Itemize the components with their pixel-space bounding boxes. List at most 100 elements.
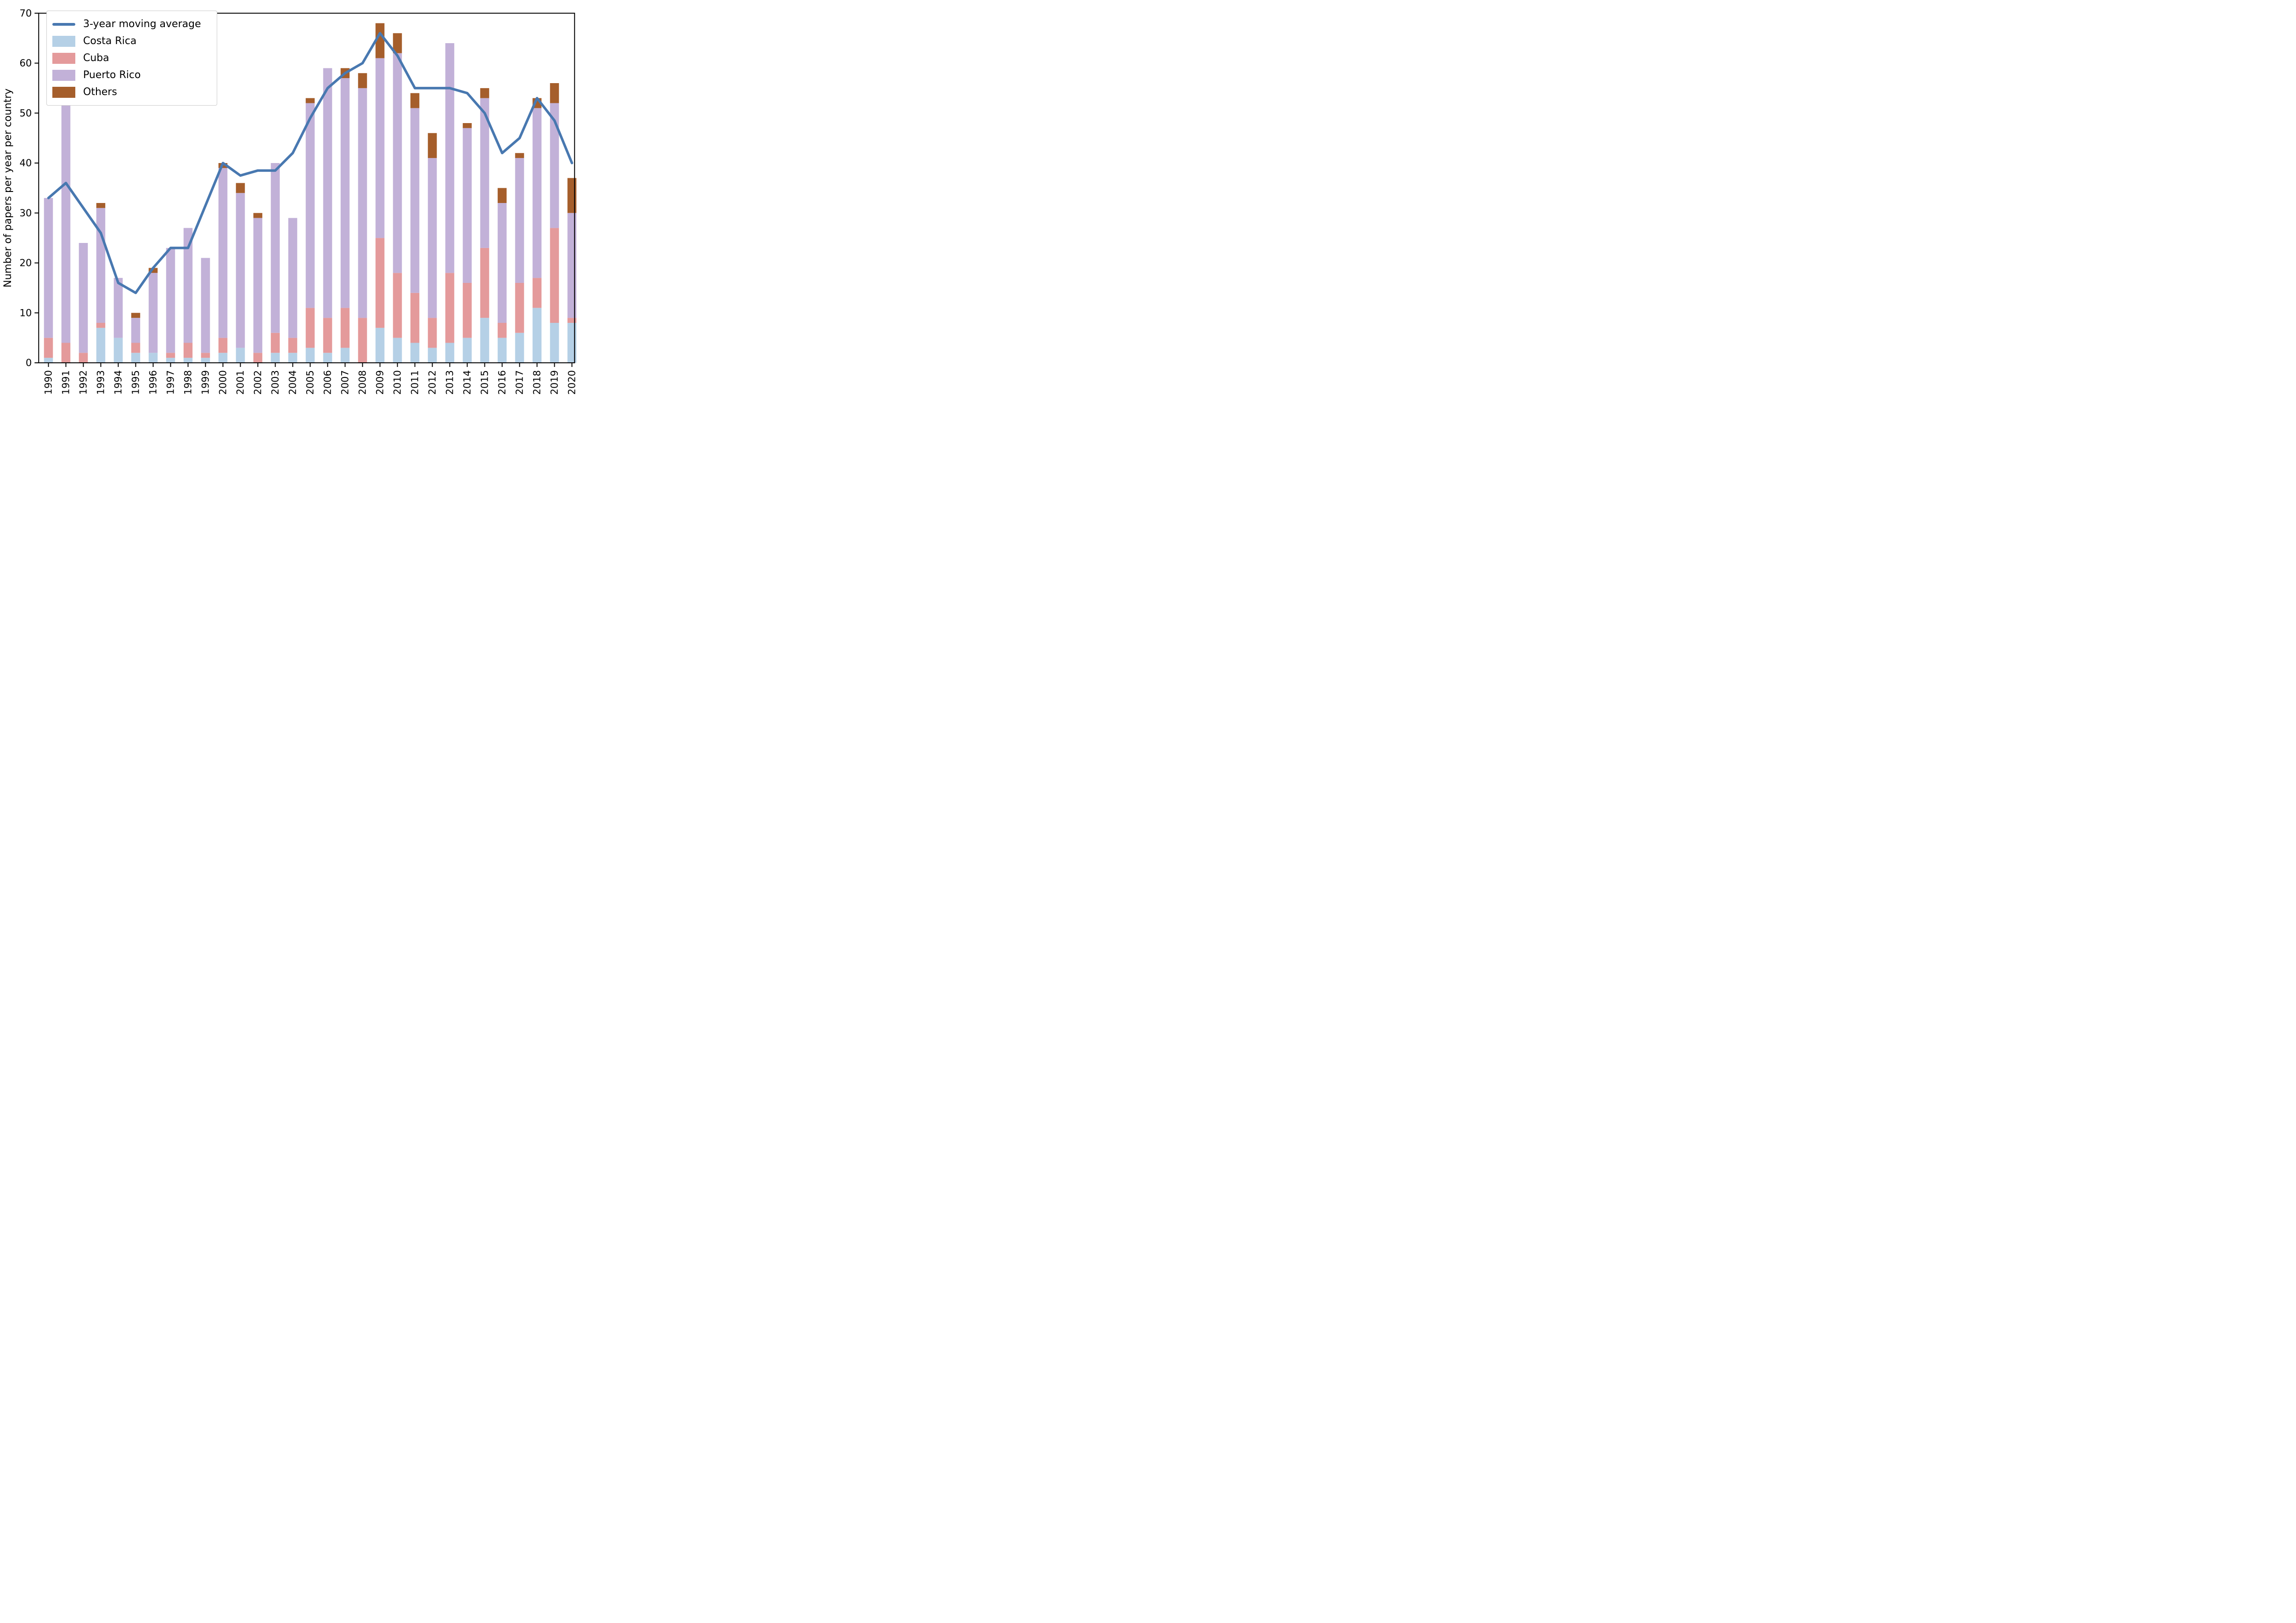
bar-segment-costa-rica-2014	[462, 338, 472, 363]
bar-segment-others-2005	[305, 98, 315, 103]
x-tick-label-1992: 1992	[78, 370, 89, 394]
bar-segment-costa-rica-2020	[567, 323, 577, 363]
x-tick-label-1995: 1995	[130, 370, 141, 394]
plot-frame	[38, 12, 575, 363]
legend-color-swatch	[52, 69, 75, 81]
bar-segment-cuba-2004	[288, 338, 298, 353]
x-tick-label-2019: 2019	[549, 370, 560, 394]
legend: 3-year moving average Costa Rica Cuba Puert…	[46, 11, 217, 106]
x-tick-label-2015: 2015	[479, 370, 490, 394]
bar-segment-costa-rica-1990	[44, 358, 53, 363]
bar-segment-costa-rica-2009	[375, 327, 385, 363]
bar-segment-cuba-2013	[445, 273, 455, 343]
legend-item-cuba: Cuba	[52, 50, 210, 67]
bar-segment-puerto-rico-2012	[428, 158, 437, 318]
y-tick-label: 0	[26, 357, 32, 368]
x-tick-label-1999: 1999	[200, 370, 211, 394]
bar-segment-puerto-rico-2000	[218, 168, 228, 338]
y-tick-label: 30	[20, 208, 32, 219]
bar-segment-puerto-rico-2015	[480, 98, 490, 248]
bar-segment-others-2019	[550, 83, 559, 103]
legend-item-costa-rica: Costa Rica	[52, 33, 210, 50]
legend-label: Others	[83, 86, 117, 98]
bar-segment-puerto-rico-1997	[166, 248, 175, 353]
bar-segment-others-2008	[358, 73, 367, 88]
bar-segment-cuba-2014	[462, 283, 472, 338]
bar-segment-puerto-rico-1995	[131, 318, 141, 343]
legend-color-swatch	[52, 52, 75, 64]
bar-segment-puerto-rico-2007	[340, 78, 350, 308]
bar-segment-puerto-rico-2008	[358, 88, 367, 318]
x-tick-label-2003: 2003	[270, 370, 281, 394]
figure: 0 10 20 30 40 50 60 70 1990 1991 1992 1993 1994 1995 1…	[0, 0, 582, 406]
bar-segment-puerto-rico-2010	[393, 53, 402, 273]
bar-segment-costa-rica-1997	[166, 358, 175, 363]
bar-segment-others-2015	[480, 88, 490, 98]
bar-segment-puerto-rico-1990	[44, 198, 53, 338]
bar-segment-puerto-rico-2003	[270, 163, 280, 333]
bar-segment-costa-rica-2019	[550, 323, 559, 363]
bar-segment-cuba-1997	[166, 353, 175, 358]
x-tick-label-1994: 1994	[113, 370, 124, 394]
bar-segment-costa-rica-2010	[393, 338, 402, 363]
x-tick-label-1990: 1990	[43, 370, 54, 394]
bar-segment-puerto-rico-2014	[462, 128, 472, 283]
bar-segment-costa-rica-1993	[96, 327, 106, 363]
y-tick-label: 50	[20, 107, 32, 118]
bar-segment-cuba-2018	[532, 278, 542, 308]
bar-segment-costa-rica-1998	[183, 358, 193, 363]
x-tick-label-2004: 2004	[287, 370, 298, 394]
bar-segment-cuba-1995	[131, 343, 141, 353]
x-tick-label-1998: 1998	[183, 370, 194, 394]
bar-segment-puerto-rico-2001	[236, 193, 245, 348]
bar-segment-others-2002	[253, 213, 263, 218]
bar-segment-others-1993	[96, 203, 106, 208]
bar-segment-cuba-2016	[497, 323, 507, 338]
x-tick-label-1996: 1996	[148, 370, 159, 394]
bar-segment-puerto-rico-1996	[148, 273, 158, 353]
bar-segment-cuba-2015	[480, 248, 490, 318]
bar-segment-puerto-rico-2011	[410, 108, 420, 293]
legend-label: 3-year moving average	[83, 18, 201, 30]
bar-segment-costa-rica-2004	[288, 353, 298, 363]
x-tick-label-2017: 2017	[514, 370, 525, 394]
bar-segment-costa-rica-2018	[532, 308, 542, 363]
y-axis-label: Number of papers per year per country	[2, 89, 14, 287]
x-tick-label-2009: 2009	[375, 370, 386, 394]
bar-segment-cuba-2002	[253, 353, 263, 363]
bar-segment-cuba-2010	[393, 273, 402, 338]
x-tick-label-2018: 2018	[532, 370, 543, 394]
x-tick-label-2013: 2013	[445, 370, 456, 394]
x-tick-label-2007: 2007	[340, 370, 351, 394]
bar-segment-others-2011	[410, 93, 420, 108]
x-tick-label-2012: 2012	[427, 370, 438, 394]
bar-segment-cuba-1999	[201, 353, 210, 358]
legend-item-others: Others	[52, 84, 210, 101]
y-tick-label: 20	[20, 258, 32, 269]
bar-segment-costa-rica-2011	[410, 343, 420, 363]
y-tick-label: 60	[20, 58, 32, 69]
legend-label: Costa Rica	[83, 35, 137, 47]
y-tick-label: 40	[20, 158, 32, 169]
x-tick-label-1993: 1993	[96, 370, 107, 394]
bar-segment-costa-rica-2016	[497, 338, 507, 363]
bar-segment-costa-rica-2005	[305, 348, 315, 363]
bar-segment-others-2014	[462, 123, 472, 128]
legend-item-puerto-rico: Puerto Rico	[52, 67, 210, 84]
bar-segment-costa-rica-2017	[515, 332, 524, 363]
bar-segment-puerto-rico-2019	[550, 103, 559, 228]
bar-segment-puerto-rico-1998	[183, 228, 193, 343]
x-tick-label-2002: 2002	[253, 370, 264, 394]
bar-segment-cuba-2005	[305, 308, 315, 348]
bar-segment-cuba-2006	[323, 318, 332, 353]
bar-segment-puerto-rico-1991	[61, 103, 71, 343]
bar-segment-cuba-2011	[410, 293, 420, 343]
bar-segment-cuba-2012	[428, 318, 437, 348]
bar-segment-cuba-1991	[61, 343, 71, 363]
bar-segment-costa-rica-1995	[131, 353, 141, 363]
bar-segment-puerto-rico-1993	[96, 208, 106, 323]
x-tick-label-2016: 2016	[497, 370, 508, 394]
bar-segment-puerto-rico-2020	[567, 213, 577, 318]
x-tick-label-1997: 1997	[165, 370, 176, 394]
legend-label: Cuba	[83, 52, 109, 64]
